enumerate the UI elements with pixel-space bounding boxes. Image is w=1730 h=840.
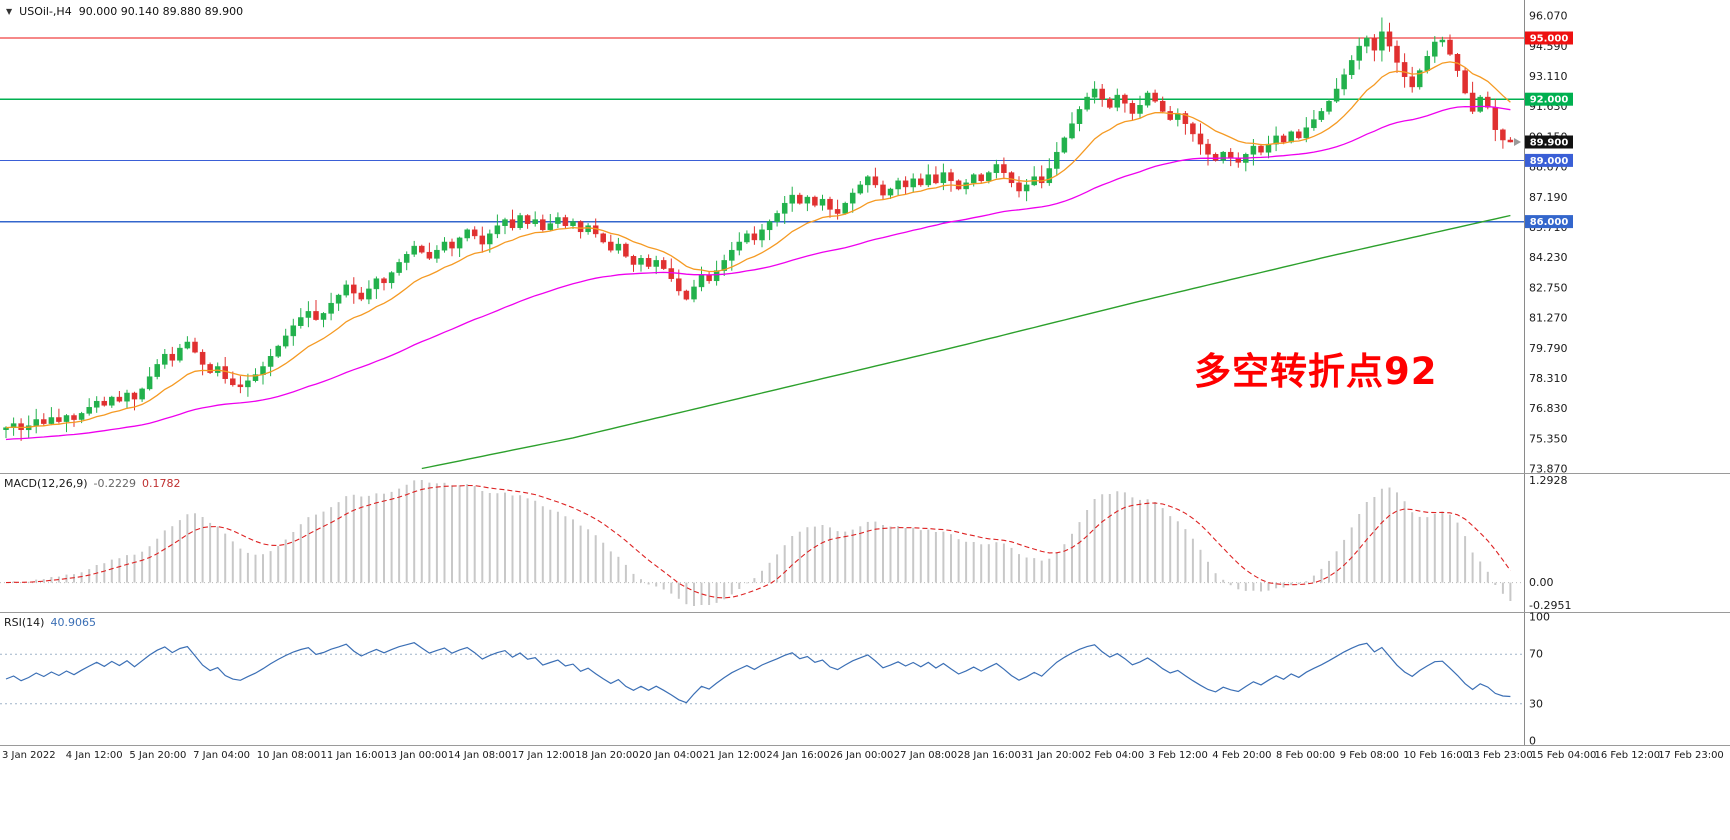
svg-text:86.000: 86.000 bbox=[1530, 217, 1569, 228]
svg-text:78.310: 78.310 bbox=[1529, 372, 1568, 385]
rsi-value: 40.9065 bbox=[50, 616, 96, 629]
price-level-badges: 95.000 92.000 89.000 86.000 89.900 bbox=[1514, 31, 1573, 229]
svg-text:87.190: 87.190 bbox=[1529, 191, 1568, 204]
svg-text:13 Feb 23:00: 13 Feb 23:00 bbox=[1467, 750, 1533, 761]
svg-text:8 Feb 00:00: 8 Feb 00:00 bbox=[1276, 750, 1335, 761]
svg-text:95.000: 95.000 bbox=[1530, 34, 1569, 45]
rsi-pane: 100 70 30 0 bbox=[0, 611, 1550, 748]
price-axis[interactable]: 96.07094.59093.11091.63090.15088.67087.1… bbox=[1524, 0, 1568, 745]
macd-signal-value: 0.1782 bbox=[142, 477, 181, 490]
ohlc-readout: 90.000 90.140 89.880 89.900 bbox=[78, 5, 244, 18]
svg-text:93.110: 93.110 bbox=[1529, 70, 1568, 83]
macd-indicator-label: MACD(12,26,9) -0.2229 0.1782 bbox=[4, 477, 181, 490]
svg-text:3 Jan 2022: 3 Jan 2022 bbox=[2, 750, 56, 761]
svg-text:10 Jan 08:00: 10 Jan 08:00 bbox=[257, 750, 320, 761]
svg-text:26 Jan 00:00: 26 Jan 00:00 bbox=[830, 750, 893, 761]
svg-text:3 Feb 12:00: 3 Feb 12:00 bbox=[1149, 750, 1208, 761]
svg-text:7 Jan 04:00: 7 Jan 04:00 bbox=[193, 750, 250, 761]
svg-text:15 Feb 04:00: 15 Feb 04:00 bbox=[1531, 750, 1597, 761]
svg-text:4 Jan 12:00: 4 Jan 12:00 bbox=[66, 750, 123, 761]
svg-text:17 Feb 23:00: 17 Feb 23:00 bbox=[1658, 750, 1724, 761]
chart-header: ▼ USOil-,H4 90.000 90.140 89.880 89.900 bbox=[6, 5, 243, 18]
svg-text:9 Feb 08:00: 9 Feb 08:00 bbox=[1340, 750, 1399, 761]
svg-text:92.000: 92.000 bbox=[1530, 95, 1569, 106]
svg-text:79.790: 79.790 bbox=[1529, 342, 1568, 355]
svg-text:82.750: 82.750 bbox=[1529, 281, 1568, 294]
svg-text:0: 0 bbox=[1529, 735, 1536, 748]
macd-main-value: -0.2229 bbox=[93, 477, 137, 490]
rsi-title: RSI(14) bbox=[4, 616, 45, 629]
svg-text:81.270: 81.270 bbox=[1529, 312, 1568, 325]
svg-text:24 Jan 16:00: 24 Jan 16:00 bbox=[766, 750, 829, 761]
svg-text:76.830: 76.830 bbox=[1529, 402, 1568, 415]
svg-text:70: 70 bbox=[1529, 648, 1543, 661]
svg-text:16 Feb 12:00: 16 Feb 12:00 bbox=[1595, 750, 1661, 761]
macd-pane: 1.2928 0.00 -0.2951 bbox=[0, 474, 1571, 612]
svg-text:5 Jan 20:00: 5 Jan 20:00 bbox=[129, 750, 186, 761]
svg-text:84.230: 84.230 bbox=[1529, 251, 1568, 264]
svg-text:17 Jan 12:00: 17 Jan 12:00 bbox=[512, 750, 575, 761]
svg-text:0.00: 0.00 bbox=[1529, 576, 1554, 589]
svg-text:75.350: 75.350 bbox=[1529, 432, 1568, 445]
pane-separators bbox=[0, 473, 1730, 746]
svg-text:18 Jan 20:00: 18 Jan 20:00 bbox=[575, 750, 638, 761]
svg-text:30: 30 bbox=[1529, 697, 1543, 710]
svg-text:14 Jan 08:00: 14 Jan 08:00 bbox=[448, 750, 511, 761]
svg-text:4 Feb 20:00: 4 Feb 20:00 bbox=[1212, 750, 1271, 761]
macd-title: MACD(12,26,9) bbox=[4, 477, 88, 490]
candles bbox=[3, 17, 1514, 441]
svg-text:100: 100 bbox=[1529, 611, 1550, 624]
svg-text:73.870: 73.870 bbox=[1529, 463, 1568, 476]
symbol-dropdown-icon[interactable]: ▼ bbox=[6, 6, 13, 16]
svg-text:89.000: 89.000 bbox=[1530, 156, 1569, 167]
moving-averages bbox=[5, 61, 1511, 470]
annotation-text: 多空转折点92 bbox=[1194, 350, 1438, 393]
svg-text:21 Jan 12:00: 21 Jan 12:00 bbox=[703, 750, 766, 761]
svg-text:10 Feb 16:00: 10 Feb 16:00 bbox=[1403, 750, 1469, 761]
svg-text:-0.2951: -0.2951 bbox=[1529, 599, 1571, 612]
svg-text:20 Jan 04:00: 20 Jan 04:00 bbox=[639, 750, 702, 761]
svg-text:89.900: 89.900 bbox=[1530, 138, 1569, 149]
symbol-period-label: USOil-,H4 bbox=[19, 5, 72, 18]
svg-text:13 Jan 00:00: 13 Jan 00:00 bbox=[384, 750, 447, 761]
rsi-indicator-label: RSI(14) 40.9065 bbox=[4, 616, 96, 629]
svg-text:11 Jan 16:00: 11 Jan 16:00 bbox=[321, 750, 384, 761]
svg-text:96.070: 96.070 bbox=[1529, 10, 1568, 23]
horizontal-level-lines[interactable] bbox=[0, 37, 1524, 223]
svg-text:2 Feb 04:00: 2 Feb 04:00 bbox=[1085, 750, 1144, 761]
time-axis[interactable]: 3 Jan 2022 4 Jan 12:00 5 Jan 20:00 7 Jan 04… bbox=[2, 750, 1724, 761]
svg-text:27 Jan 08:00: 27 Jan 08:00 bbox=[894, 750, 957, 761]
svg-text:28 Jan 16:00: 28 Jan 16:00 bbox=[958, 750, 1021, 761]
svg-text:31 Jan 20:00: 31 Jan 20:00 bbox=[1021, 750, 1084, 761]
svg-text:1.2928: 1.2928 bbox=[1529, 474, 1568, 487]
